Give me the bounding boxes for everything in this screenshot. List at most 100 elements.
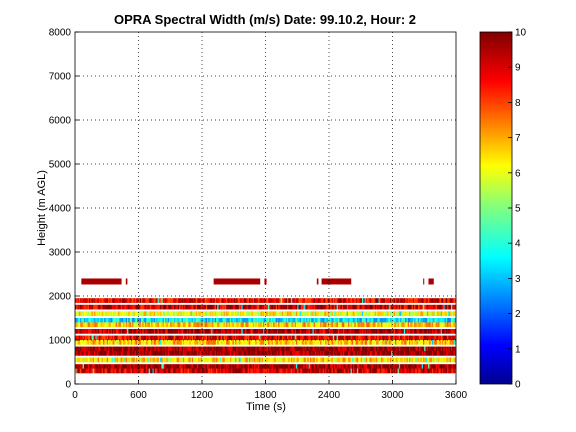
heatmap-cell <box>288 351 290 356</box>
heatmap-cell <box>358 318 360 323</box>
heatmap-cell <box>420 322 423 328</box>
heatmap-cell <box>242 368 245 374</box>
heatmap-cell <box>396 335 398 341</box>
heatmap-cell <box>172 346 175 352</box>
heatmap-cell <box>293 351 296 356</box>
heatmap-cell <box>198 322 200 328</box>
heatmap-cell <box>269 346 271 352</box>
heatmap-cell <box>143 335 146 341</box>
heatmap-cell <box>453 357 456 363</box>
heatmap-cell <box>104 329 106 334</box>
heatmap-cell <box>274 311 276 317</box>
heatmap-cell <box>294 357 297 363</box>
heatmap-cell <box>109 368 111 374</box>
heatmap-cell <box>382 368 384 374</box>
heatmap-cell <box>447 322 449 328</box>
heatmap-cell <box>395 335 397 341</box>
heatmap-cell <box>280 340 283 345</box>
heatmap-cell <box>428 329 430 334</box>
heatmap-cell <box>88 311 91 317</box>
heatmap-cell <box>443 311 445 317</box>
heatmap-cell <box>226 311 228 317</box>
heatmap-cell <box>212 335 214 341</box>
heatmap-cell <box>133 346 135 352</box>
heatmap-cell <box>90 335 92 341</box>
heatmap-cell <box>327 364 330 369</box>
heatmap-cell <box>264 329 266 334</box>
heatmap-cell <box>256 322 259 328</box>
heatmap-cell <box>210 318 213 323</box>
heatmap-cell <box>101 357 104 363</box>
heatmap-cell <box>321 340 323 345</box>
heatmap-cell <box>450 368 453 374</box>
heatmap-cell <box>372 304 374 310</box>
heatmap-cell <box>383 335 386 341</box>
heatmap-cell <box>86 351 88 356</box>
heatmap-cell <box>335 318 337 323</box>
heatmap-cell <box>214 335 217 341</box>
heatmap-cell <box>254 311 256 317</box>
heatmap-cell <box>374 298 377 303</box>
heatmap-cell <box>350 351 353 356</box>
heatmap-cell <box>128 335 130 341</box>
heatmap-cell <box>372 340 374 345</box>
heatmap-cell <box>83 298 86 303</box>
heatmap-cell <box>224 351 227 356</box>
heatmap-cell <box>304 368 307 374</box>
heatmap-cell <box>420 357 423 363</box>
heatmap-cell <box>379 368 382 374</box>
heatmap-cell <box>396 346 398 352</box>
heatmap-cell <box>215 351 218 356</box>
heatmap-cell <box>316 364 318 369</box>
heatmap-cell <box>452 329 454 334</box>
heatmap-cell <box>123 346 125 352</box>
heatmap-cell <box>322 329 325 334</box>
heatmap-cell <box>326 368 329 374</box>
heatmap-cell <box>395 346 397 352</box>
heatmap-cell <box>203 304 205 310</box>
heatmap-cell <box>218 340 221 345</box>
heatmap-cell <box>284 346 287 352</box>
heatmap-cell <box>245 329 247 334</box>
heatmap-cell <box>224 335 227 341</box>
heatmap-cell <box>255 368 257 374</box>
heatmap-cell <box>377 298 379 303</box>
heatmap-cell <box>94 322 96 328</box>
heatmap-cell <box>168 298 171 303</box>
heatmap-cell <box>326 322 329 328</box>
heatmap-cell <box>238 364 241 369</box>
heatmap-cell <box>358 298 360 303</box>
heatmap-cell <box>190 318 193 323</box>
heatmap-cell <box>83 364 86 369</box>
y-tick-label: 4000 <box>49 204 72 215</box>
heatmap-cell <box>406 322 409 328</box>
heatmap-cell <box>271 351 274 356</box>
heatmap-cell <box>110 351 113 356</box>
heatmap-cell <box>80 318 82 323</box>
heatmap-cell <box>290 304 293 310</box>
heatmap-cell <box>282 311 284 317</box>
heatmap-cell <box>153 311 156 317</box>
heatmap-cell <box>224 304 227 310</box>
heatmap-cell <box>149 304 152 310</box>
heatmap-cell <box>383 298 386 303</box>
heatmap-cell <box>77 351 80 356</box>
heatmap-cell <box>199 346 202 352</box>
heatmap-cell <box>269 357 271 363</box>
heatmap-cell <box>422 340 425 345</box>
heatmap-cell <box>138 335 141 341</box>
heatmap-cell <box>82 364 85 369</box>
heatmap-cell <box>448 304 450 310</box>
heatmap-cell <box>375 311 378 317</box>
heatmap-cell <box>91 298 94 303</box>
heatmap-cell <box>378 346 381 352</box>
heatmap-cell <box>156 304 158 310</box>
heatmap-cell <box>294 364 297 369</box>
heatmap-cell <box>96 318 99 323</box>
heatmap-cell <box>254 335 256 341</box>
heatmap-cell <box>430 364 433 369</box>
heatmap-cell <box>95 329 97 334</box>
heatmap-cell <box>218 329 221 334</box>
heatmap-cell <box>268 340 270 345</box>
heatmap-cell <box>125 329 128 334</box>
